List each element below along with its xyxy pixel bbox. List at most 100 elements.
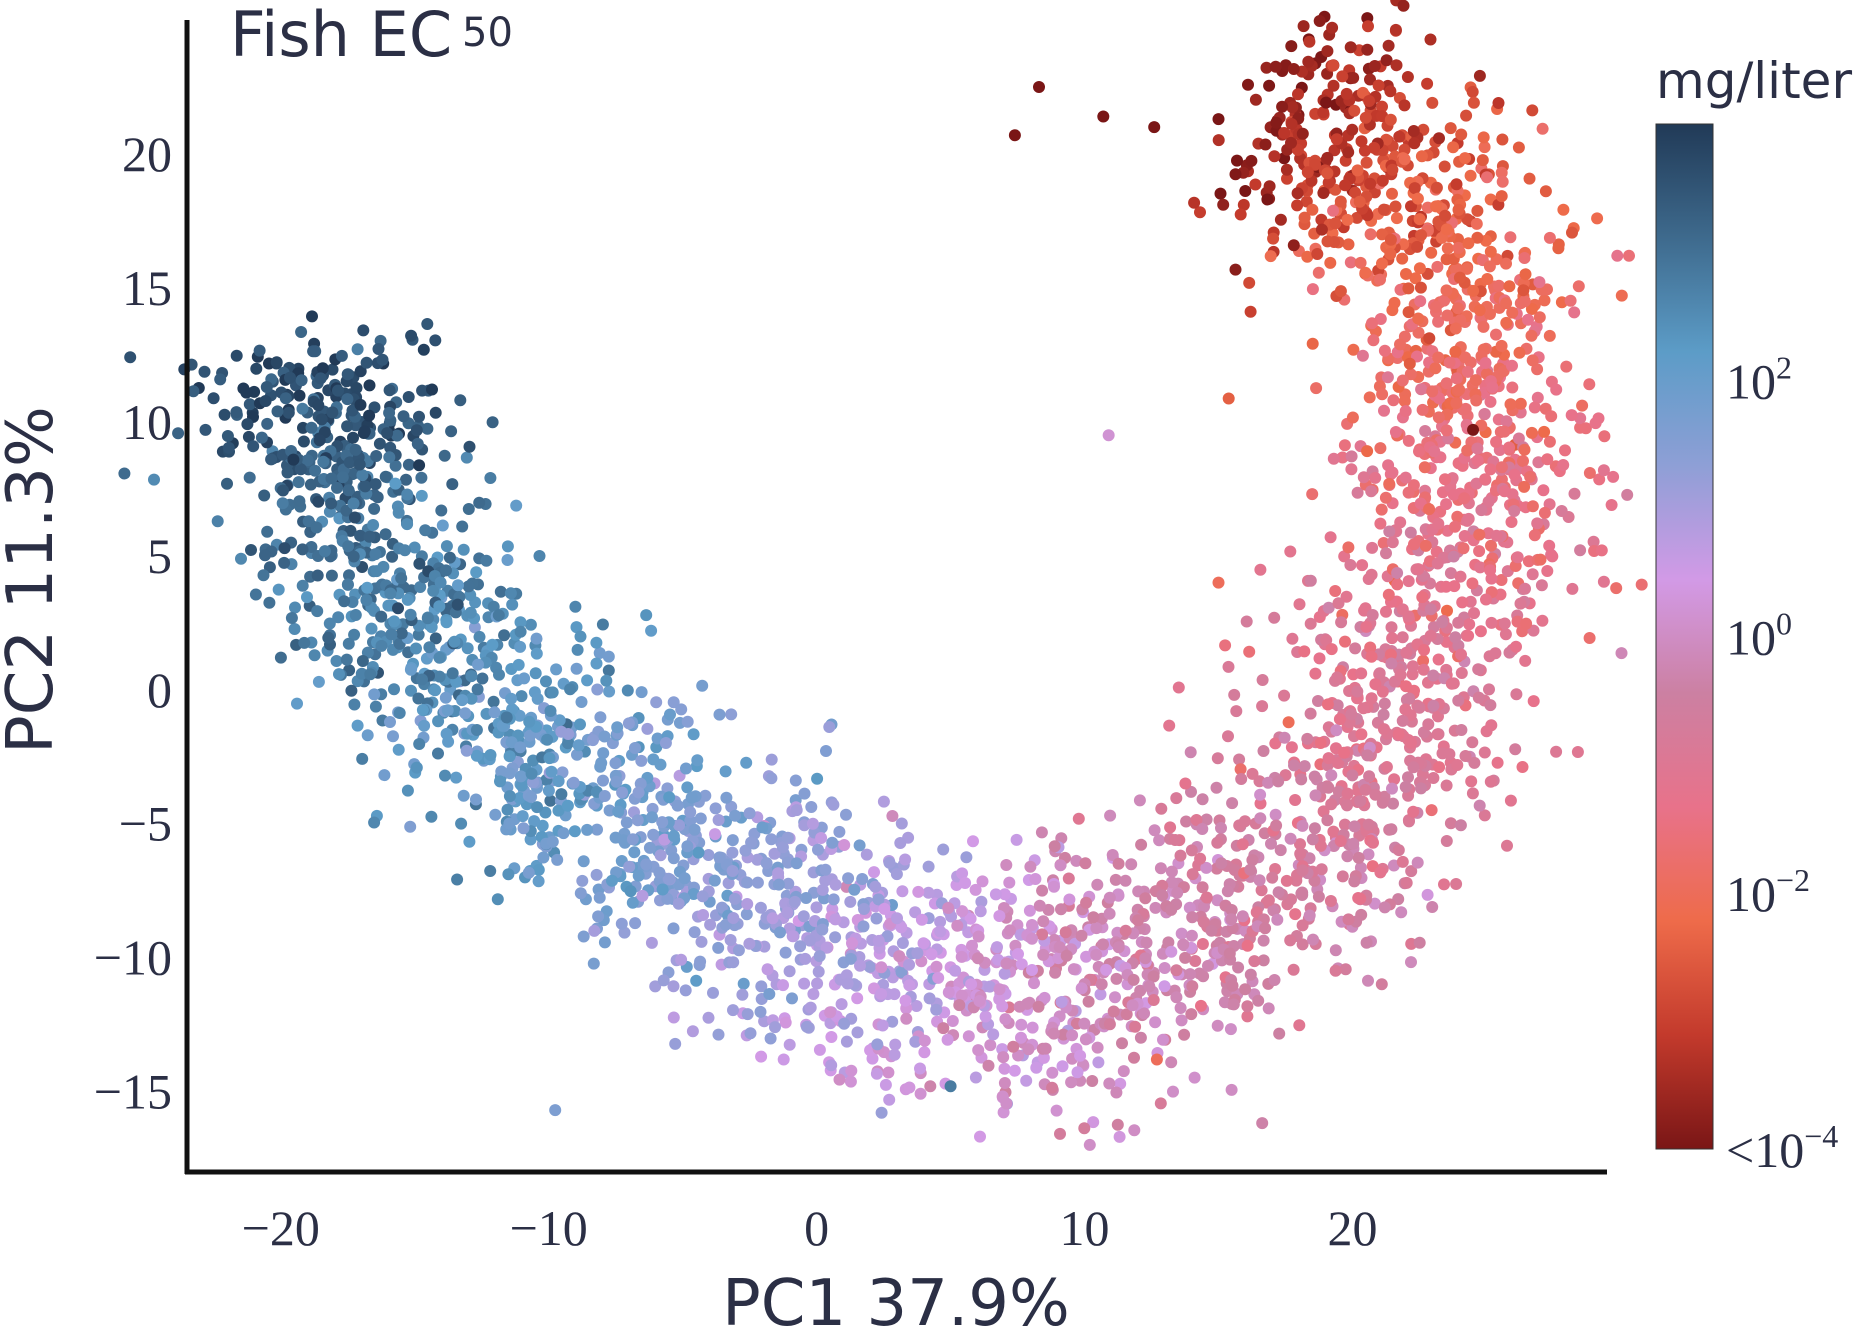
- data-point: [1185, 844, 1198, 857]
- data-point: [1272, 886, 1285, 899]
- data-point: [1197, 970, 1210, 983]
- data-point: [575, 696, 588, 708]
- data-point: [338, 595, 351, 608]
- data-point: [1498, 485, 1511, 498]
- data-point: [1003, 876, 1016, 889]
- data-point: [772, 878, 785, 891]
- data-point: [1345, 450, 1358, 463]
- data-point: [1498, 425, 1511, 438]
- data-point-outlier: [1148, 121, 1161, 134]
- data-point: [341, 420, 354, 433]
- data-point: [516, 810, 529, 823]
- data-point: [997, 1051, 1010, 1064]
- data-point: [1139, 892, 1152, 905]
- data-point: [667, 852, 680, 865]
- data-point: [656, 816, 669, 829]
- data-point: [1313, 15, 1326, 27]
- data-point: [1294, 838, 1306, 851]
- data-point: [413, 410, 425, 423]
- data-point: [379, 470, 392, 483]
- data-point: [1492, 279, 1505, 292]
- data-point: [214, 373, 227, 386]
- data-point: [491, 893, 504, 906]
- data-point: [657, 974, 670, 987]
- data-point: [1030, 1061, 1043, 1074]
- data-point: [401, 518, 414, 531]
- data-point: [756, 821, 769, 834]
- data-point: [389, 459, 402, 472]
- data-point: [835, 998, 848, 1011]
- data-point: [1029, 873, 1042, 885]
- data-point: [473, 630, 486, 643]
- data-point: [1246, 854, 1259, 867]
- data-point: [1278, 689, 1291, 702]
- data-point: [1067, 963, 1080, 976]
- data-point: [1352, 851, 1365, 864]
- data-point: [820, 941, 833, 954]
- data-point: [611, 721, 624, 734]
- data-point: [896, 937, 909, 949]
- data-point: [1298, 760, 1311, 773]
- data-point: [503, 767, 516, 780]
- data-point: [1225, 1083, 1238, 1096]
- data-point: [681, 715, 694, 728]
- data-point: [1229, 168, 1242, 181]
- data-point: [1386, 466, 1399, 479]
- data-point: [712, 941, 725, 954]
- data-point: [1149, 901, 1162, 914]
- data-point: [829, 913, 842, 926]
- data-point: [1429, 362, 1442, 375]
- data-point: [708, 874, 721, 887]
- data-point: [1501, 839, 1513, 852]
- data-point: [1438, 294, 1451, 307]
- data-point: [1320, 634, 1333, 647]
- data-point: [1359, 266, 1372, 279]
- data-point: [363, 530, 376, 543]
- data-point: [342, 540, 355, 553]
- data-point: [1107, 1005, 1120, 1018]
- data-point: [370, 450, 383, 462]
- data-point: [1079, 857, 1092, 870]
- data-point: [1440, 284, 1453, 297]
- data-point: [1406, 660, 1419, 673]
- data-point: [1289, 908, 1302, 921]
- data-point: [1425, 246, 1438, 259]
- data-point: [684, 814, 697, 827]
- data-point: [570, 621, 583, 634]
- data-point: [1172, 681, 1185, 694]
- data-point: [392, 743, 405, 756]
- data-point: [860, 848, 873, 861]
- data-point: [1188, 1071, 1201, 1084]
- data-point: [1376, 174, 1389, 187]
- data-point: [1490, 328, 1502, 341]
- data-point: [974, 1130, 986, 1143]
- data-point: [1428, 445, 1441, 458]
- data-point: [671, 799, 684, 812]
- data-point: [1361, 445, 1374, 458]
- data-point: [1424, 603, 1437, 616]
- data-point: [1524, 470, 1537, 483]
- data-point: [1404, 736, 1417, 749]
- data-point: [416, 704, 429, 716]
- data-point: [1472, 663, 1485, 676]
- data-point: [1396, 252, 1409, 265]
- data-point: [1210, 781, 1223, 794]
- data-point: [517, 822, 530, 835]
- data-point: [909, 1035, 922, 1048]
- data-point: [1385, 657, 1398, 670]
- data-point: [712, 1028, 725, 1041]
- data-point: [287, 453, 300, 466]
- data-point: [870, 1067, 883, 1080]
- data-point: [991, 941, 1003, 954]
- data-point: [646, 811, 658, 824]
- data-point: [312, 399, 325, 412]
- data-point: [1342, 541, 1355, 554]
- data-point: [429, 334, 442, 347]
- x-axis-label: PC1 37.9%: [722, 1267, 1070, 1327]
- data-point: [967, 835, 979, 848]
- data-point: [702, 849, 715, 861]
- data-point: [1384, 85, 1397, 98]
- data-point: [1050, 1104, 1063, 1117]
- data-point: [285, 612, 298, 624]
- data-point: [1498, 617, 1511, 630]
